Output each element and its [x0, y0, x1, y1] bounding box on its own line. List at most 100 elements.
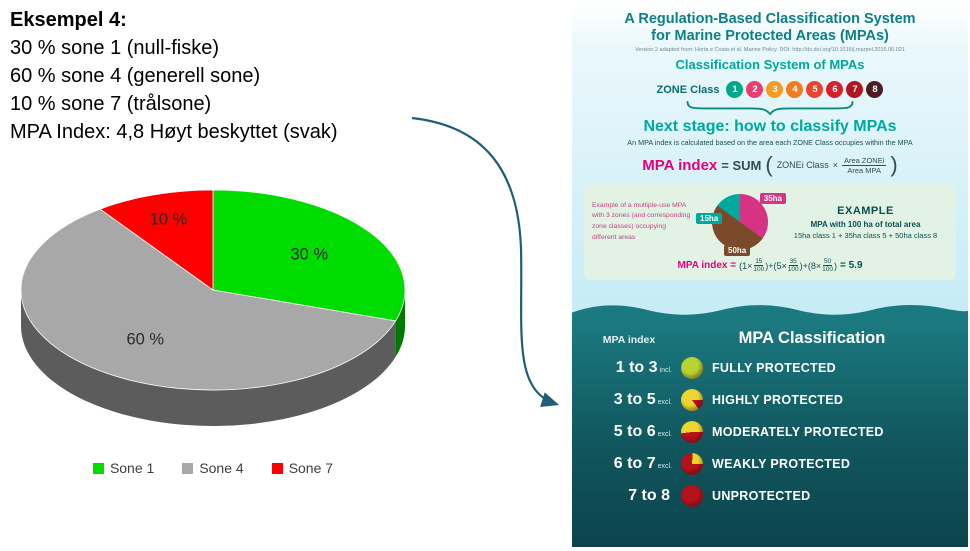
protection-level-icon [681, 389, 703, 411]
legend-label: Sone 1 [109, 460, 155, 476]
classification-row: 6 to 7 excl. WEAKLY PROTECTED [586, 453, 968, 475]
legend-label: Sone 4 [199, 460, 244, 476]
infographic-version-note: Version 2 adapted from: Horta e Costa et… [635, 47, 905, 53]
protection-level-icon [681, 357, 703, 379]
term-fraction-bottom: 100 [753, 266, 765, 274]
mpa-index-column-header: MPA index [602, 334, 656, 346]
formula-open-paren: ( [765, 152, 773, 177]
zone-class-5: 5 [806, 81, 824, 98]
example-detail: EXAMPLE MPA with 100 ha of total area 15… [783, 205, 948, 240]
term-fraction: 50 100 [822, 258, 833, 274]
classification-row: 3 to 5 excl. HIGHLY PROTECTED [586, 389, 968, 411]
index-range: 1 to 3 incl. [615, 359, 672, 376]
legend-swatch [92, 462, 104, 474]
term-pre: +(8× [802, 260, 822, 271]
mpa-classification-title: MPA Classification [738, 329, 886, 347]
classification-row: 1 to 3 incl. FULLY PROTECTED [586, 357, 968, 379]
formula-fraction-bottom: Area MPA [847, 165, 881, 175]
protection-level-label: FULLY PROTECTED [712, 361, 836, 375]
index-range: 5 to 6 excl. [613, 423, 672, 440]
mpa-index-formula: MPA index = SUM ( ZONEi Class × Area ZON… [572, 154, 968, 176]
protection-level-label: WEAKLY PROTECTED [712, 457, 851, 471]
term-post: ) [833, 260, 837, 271]
zone-class-3: 3 [766, 81, 784, 98]
example-line2: 15ha class 1 + 35ha class 5 + 50ha class… [793, 230, 938, 240]
example-line-sone1: 30 % sone 1 (null-fiske) [10, 37, 219, 59]
term-pre: +(5× [768, 260, 787, 271]
legend-label: Sone 7 [288, 460, 334, 476]
protection-level-icon [681, 453, 703, 475]
protection-level-label: UNPROTECTED [712, 489, 811, 503]
example-formula-terms: (1× 15 100) +(5× 35 100) +(8× 50 100) [739, 258, 837, 274]
term-post: ) [799, 260, 803, 271]
formula-fraction-top: Area ZONEi [841, 155, 887, 166]
example-pie: 35ha 50ha 15ha [696, 192, 786, 256]
classification-row: 5 to 6 excl. MODERATELY PROTECTED [586, 421, 968, 443]
example-pie-label-15ha: 15ha [696, 213, 723, 224]
next-stage-subtitle: An MPA index is calculated based on the … [627, 138, 913, 147]
range-qualifier: incl. [659, 367, 672, 374]
svg-text:30 %: 30 % [291, 246, 329, 264]
term-post: ) [765, 260, 769, 271]
example-pie-label-35ha: 35ha [759, 193, 786, 204]
example-pie-label-50ha: 50ha [724, 245, 751, 256]
classification-row: 7 to 8 UNPROTECTED [586, 485, 968, 507]
example-text-block: Eksempel 4: 30 % sone 1 (null-fiske) 60 … [10, 6, 338, 146]
term-fraction-top: 15 [754, 258, 764, 267]
zone-class-4: 4 [786, 81, 804, 98]
infographic-upper-section: A Regulation-Based Classification System… [572, 4, 968, 298]
brace-icon [686, 100, 854, 115]
example-title: Eksempel 4: [10, 9, 127, 31]
example-note-line1: Example of a multiple-use MPA [592, 201, 687, 209]
connector-arrow [411, 116, 560, 407]
term-fraction: 35 100 [788, 258, 799, 274]
example-line-mpa-index: MPA Index: 4,8 Høyt beskyttet (svak) [10, 121, 338, 143]
legend-item: Sone 7 [271, 460, 334, 476]
term-fraction-top: 35 [788, 258, 798, 267]
range-qualifier: excl. [657, 463, 672, 470]
svg-text:10 %: 10 % [150, 211, 188, 229]
example-line1: MPA with 100 ha of total area [810, 219, 921, 229]
svg-text:60 %: 60 % [126, 331, 164, 349]
example-note-line4: different areas [592, 233, 636, 241]
example-line-sone7: 10 % sone 7 (trålsone) [10, 93, 212, 115]
protection-level-label: HIGHLY PROTECTED [712, 393, 844, 407]
zone-class-6: 6 [826, 81, 844, 98]
legend-item: Sone 4 [182, 460, 244, 476]
legend-swatch [182, 462, 194, 474]
mpa-infographic: A Regulation-Based Classification System… [572, 4, 968, 547]
zone-class-2: 2 [746, 81, 764, 98]
term-pre: (1× [739, 260, 753, 271]
term-fraction-bottom: 100 [787, 266, 799, 274]
formula-close-paren: ) [890, 152, 898, 177]
range-qualifier: excl. [657, 399, 672, 406]
example-note-line2: with 3 zones (and corresponding [592, 212, 691, 220]
protection-level-label: MODERATELY PROTECTED [712, 425, 884, 439]
classification-header: MPA index MPA Classification [572, 324, 968, 352]
classification-system-title: Classification System of MPAs [675, 57, 865, 72]
next-stage-title: Next stage: how to classify MPAs [643, 118, 897, 135]
zone-class-7: 7 [846, 81, 864, 98]
example-formula: MPA index = (1× 15 100) +(5× 35 100) +(8× 50 100… [592, 258, 948, 274]
example-note-line3: zone classes) occupying [592, 223, 667, 230]
zone-class-8: 8 [866, 81, 884, 98]
example-formula-result: = 5.9 [839, 260, 863, 272]
protection-level-icon [681, 485, 703, 507]
formula-times: × [832, 160, 838, 170]
protection-level-icon [681, 421, 703, 443]
pie-legend: Sone 1 Sone 4 Sone 7 [8, 460, 418, 476]
infographic-title-line1: A Regulation-Based Classification System [624, 11, 916, 27]
example-box: Example of a multiple-use MPA with 3 zon… [584, 184, 956, 280]
arrow-path [411, 116, 560, 407]
term-fraction: 15 100 [753, 258, 764, 274]
infographic-title-line2: for Marine Protected Areas (MPAs) [651, 28, 889, 44]
infographic-title: A Regulation-Based Classification System… [572, 4, 968, 45]
example-note: Example of a multiple-use MPA with 3 zon… [592, 201, 697, 243]
example-formula-lhs: MPA index = [677, 260, 737, 272]
zone-class-label: ZONE Class [656, 83, 720, 96]
example-line-sone4: 60 % sone 4 (generell sone) [10, 65, 261, 87]
example-formula-term: +(8× 50 100) [803, 258, 837, 274]
example-formula-term: +(5× 35 100) [768, 258, 802, 274]
example-formula-term: (1× 15 100) [739, 258, 768, 274]
